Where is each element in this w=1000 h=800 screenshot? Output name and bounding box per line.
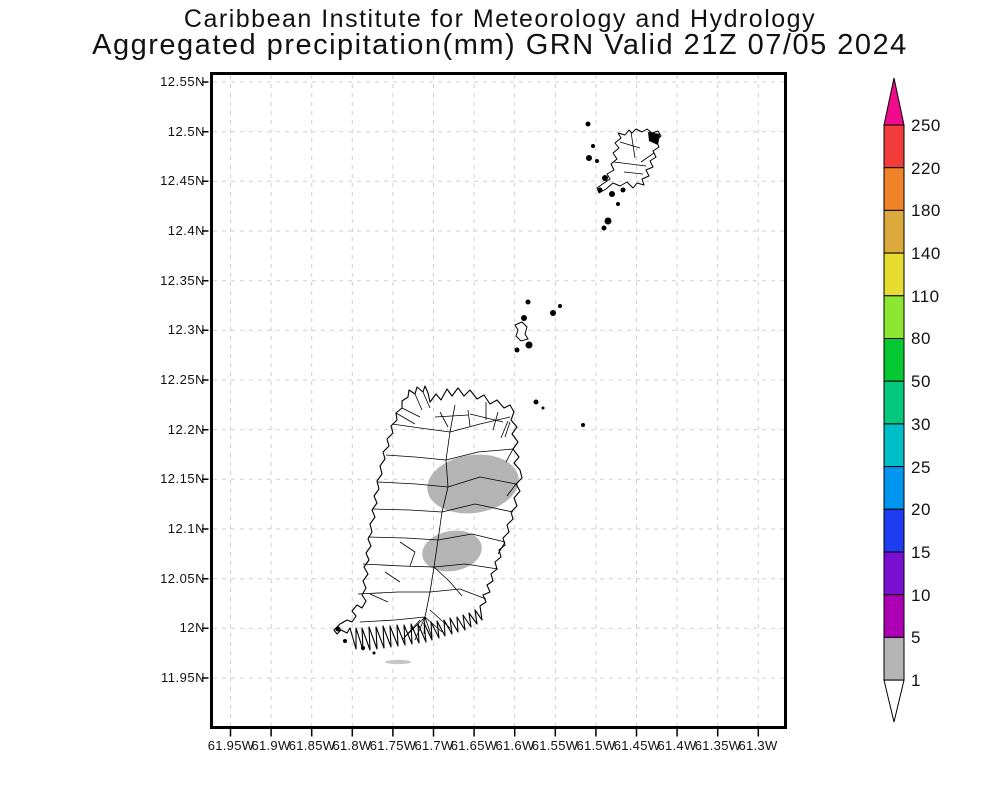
lat-tick-label: 12N [179, 620, 205, 635]
lon-tick-label: 61.6W [495, 738, 535, 753]
colorbar-segment [883, 380, 905, 425]
lon-tick-label: 61.5W [576, 738, 616, 753]
colorbar-tick-label: 1 [911, 671, 921, 690]
colorbar-segment [883, 636, 905, 681]
colorbar-segment [883, 124, 905, 169]
colorbar-tick-label: 20 [911, 500, 931, 519]
colorbar-segment [883, 295, 905, 340]
lat-tick-label: 11.95N [161, 670, 205, 685]
watershed-boundaries [357, 391, 517, 641]
grenada-island [333, 385, 523, 651]
lat-tick-label: 12.3N [167, 322, 205, 337]
lat-tick-label: 12.1N [167, 521, 205, 536]
ronde-island [514, 321, 529, 342]
lon-tick-label: 61.7W [414, 738, 454, 753]
lat-tick-label: 12.5N [167, 124, 205, 139]
lon-tick-label: 61.45W [613, 738, 661, 753]
lat-tick-label: 12.4N [167, 223, 205, 238]
colorbar-tick-label: 80 [911, 329, 931, 348]
lon-tick-label: 61.4W [657, 738, 697, 753]
colorbar [883, 77, 905, 723]
lat-tick-label: 12.55N [160, 74, 205, 89]
colorbar-tick-label: 15 [911, 543, 931, 562]
precipitation-map [202, 72, 787, 737]
precip-shade-south [422, 530, 482, 572]
colorbar-tick-label: 140 [911, 244, 941, 263]
lon-tick-label: 61.3W [738, 738, 778, 753]
lon-tick-label: 61.8W [332, 738, 372, 753]
page-subtitle: Aggregated precipitation(mm) GRN Valid 2… [92, 29, 908, 61]
lon-tick-label: 61.35W [694, 738, 742, 753]
colorbar-tick-label: 250 [911, 116, 941, 135]
colorbar-tick-label: 25 [911, 458, 931, 477]
colorbar-segment [883, 466, 905, 510]
lon-tick-label: 61.85W [288, 738, 336, 753]
colorbar-segment [883, 508, 905, 553]
axis-tick-marks [202, 81, 760, 737]
precip-shade-north [427, 454, 519, 514]
colorbar-segment [883, 423, 905, 468]
colorbar-segment [883, 209, 905, 254]
lat-tick-label: 12.25N [160, 372, 205, 387]
colorbar-tick-label: 10 [911, 586, 931, 605]
grid-lines [213, 75, 784, 726]
plot-frame [210, 72, 787, 729]
lon-tick-label: 61.55W [531, 738, 579, 753]
colorbar-tick-label: 5 [911, 628, 921, 647]
carriacou-island [596, 128, 662, 194]
lat-tick-label: 12.35N [160, 273, 205, 288]
colorbar-segment [883, 252, 905, 297]
colorbar-segment [883, 338, 905, 382]
colorbar-max-arrow [883, 77, 905, 126]
page-title: Caribbean Institute for Meteorology and … [183, 5, 817, 33]
colorbar-tick-label: 220 [911, 159, 941, 178]
lon-tick-label: 61.9W [251, 738, 291, 753]
precip-shading [385, 454, 519, 665]
colorbar-segment [883, 167, 905, 211]
precip-shade-offshore [385, 659, 411, 665]
lon-tick-label: 61.75W [369, 738, 417, 753]
colorbar-tick-label: 180 [911, 201, 941, 220]
petite-martinique-island [648, 132, 660, 145]
lat-tick-label: 12.05N [160, 571, 205, 586]
lon-tick-label: 61.65W [450, 738, 498, 753]
colorbar-min-arrow [883, 679, 905, 723]
lat-tick-label: 12.45N [160, 173, 205, 188]
offshore-islets [335, 121, 626, 655]
colorbar-segment [883, 551, 905, 596]
lat-tick-label: 12.15N [160, 471, 205, 486]
colorbar-segment [883, 594, 905, 638]
colorbar-tick-label: 30 [911, 415, 931, 434]
colorbar-tick-label: 50 [911, 372, 931, 391]
colorbar-tick-label: 110 [911, 287, 940, 306]
lon-tick-label: 61.95W [207, 738, 255, 753]
lat-tick-label: 12.2N [167, 422, 205, 437]
